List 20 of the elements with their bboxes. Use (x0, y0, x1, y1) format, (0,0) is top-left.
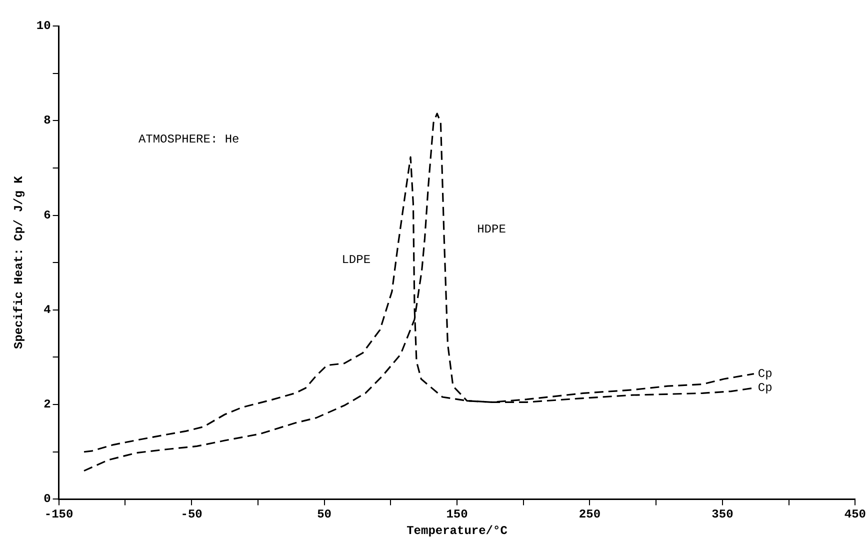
x-tick-label: -150 (44, 507, 74, 522)
annotation: Cp (758, 381, 772, 396)
y-tick-label: 0 (44, 492, 51, 506)
y-tick-label: 4 (44, 302, 51, 317)
y-tick-label: 10 (36, 19, 51, 34)
y-axis-title: Specific Heat: Cp/ J/g K (12, 175, 26, 350)
y-tick-label: 8 (44, 114, 51, 128)
x-axis-title: Temperature/°C (406, 524, 508, 538)
annotation: Cp (758, 366, 772, 381)
x-tick-label: 150 (446, 507, 468, 522)
x-tick-label: -50 (180, 507, 202, 522)
text: HDPE (477, 222, 506, 236)
annotation: ATMOSPHERE: He (138, 132, 240, 147)
y-tick-label: 6 (44, 208, 51, 222)
x-tick-label: 250 (578, 507, 601, 522)
x-tick-label: 50 (317, 507, 332, 522)
y-tick-label: 2 (44, 398, 51, 412)
text: LDPE (342, 252, 371, 267)
x-tick-label: 450 (844, 507, 866, 522)
x-tick-label: 350 (712, 507, 734, 522)
